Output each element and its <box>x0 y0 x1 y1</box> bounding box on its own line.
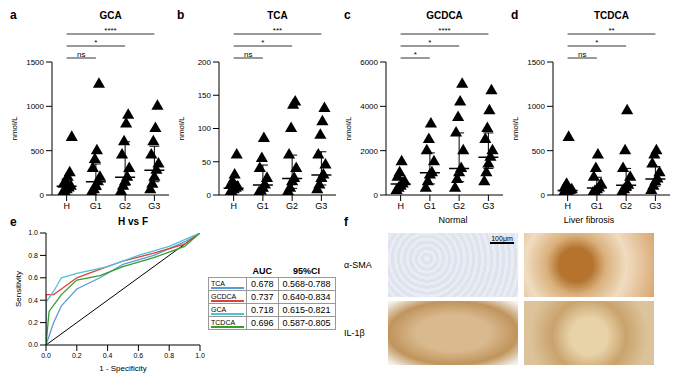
svg-text:6000: 6000 <box>360 58 378 67</box>
svg-text:200: 200 <box>198 58 212 67</box>
html-text:α-SMA: α-SMA <box>344 260 372 270</box>
svg-text:ns: ns <box>578 50 586 59</box>
svg-text:1500: 1500 <box>26 58 44 67</box>
html-text:0.737: 0.737 <box>251 292 274 302</box>
svg-text:1500: 1500 <box>527 58 545 67</box>
svg-text:nmol/L: nmol/L <box>511 116 520 141</box>
svg-text:*: * <box>94 38 97 47</box>
svg-text:G1: G1 <box>591 201 603 211</box>
svg-text:GCA: GCA <box>99 10 121 21</box>
svg-text:TCA: TCA <box>267 10 288 21</box>
svg-text:0: 0 <box>541 191 546 200</box>
svg-text:*: * <box>261 38 264 47</box>
svg-text:150: 150 <box>198 91 212 100</box>
html-text:TCA: TCA <box>211 279 225 287</box>
svg-text:G3: G3 <box>649 201 661 211</box>
svg-text:***: *** <box>273 26 282 35</box>
svg-text:G3: G3 <box>315 201 327 211</box>
svg-text:500: 500 <box>31 147 45 156</box>
svg-text:G2: G2 <box>453 201 465 211</box>
svg-text:0.8: 0.8 <box>28 252 38 259</box>
svg-text:d: d <box>511 8 518 22</box>
svg-text:H: H <box>564 201 571 211</box>
html-text:0.678: 0.678 <box>251 279 274 289</box>
svg-text:0.4: 0.4 <box>103 352 113 359</box>
html-text:H vs F: H vs F <box>118 216 148 227</box>
svg-text:4000: 4000 <box>360 102 378 111</box>
svg-text:1000: 1000 <box>26 102 44 111</box>
svg-text:0: 0 <box>40 191 45 200</box>
svg-text:50: 50 <box>202 158 211 167</box>
svg-text:1 - Specificity: 1 - Specificity <box>99 364 147 373</box>
html-text:e: e <box>10 215 17 229</box>
html-text:GCA: GCA <box>211 305 227 313</box>
svg-text:Sensitivity: Sensitivity <box>14 271 23 307</box>
svg-text:G2: G2 <box>620 201 632 211</box>
svg-text:0.2: 0.2 <box>28 319 38 326</box>
svg-text:0.6: 0.6 <box>134 352 144 359</box>
html-text:0.696: 0.696 <box>251 318 274 328</box>
html-text:100μm: 100μm <box>491 235 513 242</box>
svg-text:G2: G2 <box>119 201 131 211</box>
svg-text:b: b <box>177 8 184 22</box>
html-text:Liver fibrosis: Liver fibrosis <box>563 215 615 225</box>
svg-text:H: H <box>397 201 404 211</box>
html-text:0.568-0.788: 0.568-0.788 <box>282 279 331 289</box>
svg-text:0.0: 0.0 <box>28 341 38 348</box>
svg-text:100: 100 <box>198 124 212 133</box>
svg-text:0: 0 <box>374 191 379 200</box>
svg-text:0.2: 0.2 <box>72 352 82 359</box>
svg-text:nmol/L: nmol/L <box>10 116 19 141</box>
svg-text:G1: G1 <box>257 201 269 211</box>
html-text:0.718: 0.718 <box>251 305 274 315</box>
svg-text:G3: G3 <box>482 201 494 211</box>
svg-text:a: a <box>10 8 17 22</box>
html-text:0.587-0.805: 0.587-0.805 <box>282 318 331 328</box>
svg-text:G3: G3 <box>148 201 160 211</box>
svg-text:0: 0 <box>207 191 212 200</box>
svg-text:TCDCA: TCDCA <box>594 10 629 21</box>
svg-text:nmol/L: nmol/L <box>177 116 186 141</box>
svg-text:*: * <box>428 38 431 47</box>
svg-text:H: H <box>230 201 237 211</box>
svg-text:1000: 1000 <box>527 102 545 111</box>
html-text:0.640-0.834: 0.640-0.834 <box>282 292 331 302</box>
svg-text:****: **** <box>438 26 450 35</box>
svg-text:c: c <box>344 8 351 22</box>
svg-text:G1: G1 <box>424 201 436 211</box>
svg-text:****: **** <box>104 26 116 35</box>
svg-text:G2: G2 <box>286 201 298 211</box>
html-text:Normal: Normal <box>438 215 468 225</box>
svg-text:0.6: 0.6 <box>28 274 38 281</box>
html-text:0.615-0.821: 0.615-0.821 <box>282 305 331 315</box>
svg-text:2000: 2000 <box>360 147 378 156</box>
html-text:f: f <box>344 215 348 229</box>
svg-text:1.0: 1.0 <box>28 229 38 236</box>
html-text:95%CI: 95%CI <box>293 266 321 276</box>
html-text:TCDCA: TCDCA <box>211 318 236 326</box>
html-text:AUC: AUC <box>252 266 272 276</box>
html-text:IL-1β: IL-1β <box>344 328 365 338</box>
svg-text:H: H <box>63 201 70 211</box>
svg-text:1.0: 1.0 <box>195 352 205 359</box>
svg-text:500: 500 <box>532 147 546 156</box>
svg-text:**: ** <box>608 26 614 35</box>
svg-text:0.4: 0.4 <box>28 297 38 304</box>
svg-text:GCDCA: GCDCA <box>426 10 463 21</box>
svg-text:*: * <box>414 50 417 59</box>
svg-text:ns: ns <box>244 50 252 59</box>
svg-text:nmol/L: nmol/L <box>344 116 353 141</box>
html-text:GCDCA: GCDCA <box>211 292 237 300</box>
svg-text:0.0: 0.0 <box>41 352 51 359</box>
svg-text:G1: G1 <box>90 201 102 211</box>
svg-text:0.8: 0.8 <box>164 352 174 359</box>
svg-text:*: * <box>595 38 598 47</box>
svg-text:ns: ns <box>77 50 85 59</box>
